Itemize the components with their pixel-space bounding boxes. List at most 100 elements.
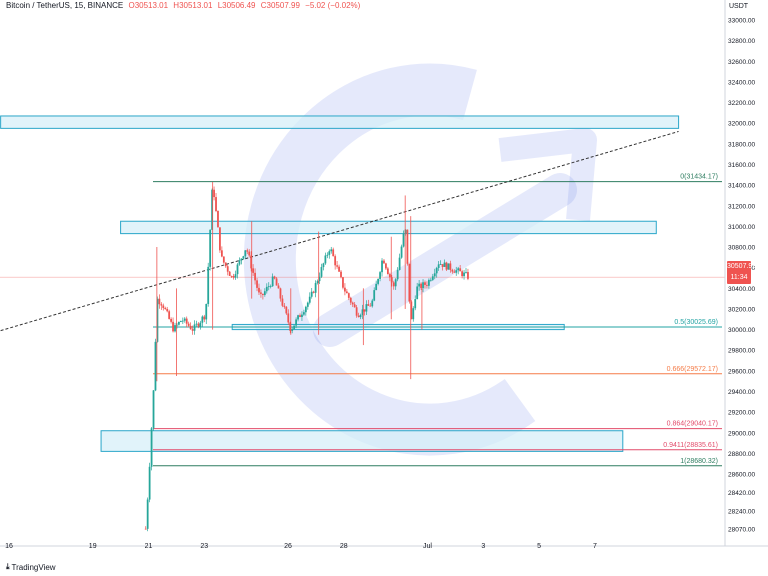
candle-body — [248, 251, 251, 256]
candle-body — [215, 197, 217, 212]
candle-body — [144, 528, 147, 530]
candle-body — [240, 258, 243, 261]
y-tick-label: 28600.00 — [728, 472, 755, 479]
candle-body — [303, 312, 305, 315]
candle-body — [185, 318, 188, 324]
candle-body — [244, 250, 247, 257]
watermark-arrow-head — [498, 128, 597, 222]
candle-body — [174, 325, 176, 332]
symbol-name[interactable]: Bitcoin / TetherUS, 15, BINANCE — [6, 1, 124, 10]
last-price-value: 30507.99 — [727, 263, 757, 270]
watermark-logo — [243, 63, 597, 456]
candle-body — [406, 229, 409, 264]
currency-label: USDT — [729, 3, 749, 10]
candle-body — [328, 251, 331, 255]
x-tick-label: 7 — [593, 543, 597, 550]
x-tick-label: 5 — [537, 543, 541, 550]
ohlc-high: H30513.01 — [173, 1, 213, 10]
candle-body — [338, 266, 340, 272]
candle-body — [310, 291, 313, 297]
candle-body — [398, 257, 401, 270]
candle-body — [367, 304, 370, 306]
candle-body — [347, 293, 350, 298]
time-axis: 16 19 21 23 26 28 Jul 3 5 7 — [5, 543, 597, 550]
candle-body — [203, 316, 206, 320]
candle-body — [301, 314, 303, 318]
fibonacci-retracement: 0(31434.17) 0.5(30025.69) 0.666(29572.17) 0… — [0, 174, 725, 467]
candle-body — [388, 274, 391, 278]
candle-body — [345, 291, 348, 294]
candle-body — [232, 276, 235, 278]
trendline — [0, 130, 679, 332]
candle-body — [447, 263, 450, 270]
candle-body — [359, 315, 362, 318]
x-tick-label: 21 — [145, 543, 153, 550]
candle-body — [326, 254, 329, 256]
candle-body — [320, 267, 323, 277]
candle-body — [445, 262, 448, 270]
candle-body — [299, 315, 301, 318]
candle-body — [260, 292, 262, 294]
candle-body — [222, 256, 225, 263]
candle-body — [191, 329, 194, 331]
candle-body — [316, 281, 319, 284]
candle-body — [199, 322, 202, 327]
y-tick-label: 28070.00 — [728, 526, 755, 533]
candle-body — [181, 320, 184, 322]
x-tick-label: 16 — [5, 543, 13, 550]
candle-body — [183, 318, 186, 321]
candle-body — [275, 278, 278, 286]
candle-body — [170, 318, 172, 322]
candle-body — [281, 298, 284, 306]
fib-level-label: 0.864(29040.17) — [667, 421, 718, 428]
candle-body — [285, 306, 288, 314]
candle-body — [332, 249, 335, 257]
candle-body — [375, 283, 378, 291]
candle-body — [228, 271, 231, 276]
candle-body — [322, 263, 325, 268]
x-tick-label: 23 — [200, 543, 208, 550]
candle-body — [172, 321, 174, 332]
price-zone — [120, 220, 657, 235]
candle-body — [219, 227, 221, 251]
x-tick-label: 19 — [89, 543, 97, 550]
price-zone — [0, 115, 680, 129]
candle-body — [369, 305, 372, 307]
candle-body — [385, 263, 387, 269]
y-tick-label: 30200.00 — [728, 306, 755, 313]
candle-body — [453, 271, 456, 273]
candle-body — [148, 466, 151, 500]
trendline-line — [0, 130, 679, 332]
candle-body — [324, 255, 327, 264]
candle-body — [426, 284, 428, 286]
candle-body — [176, 324, 178, 326]
candle-body — [431, 276, 434, 280]
candle-body — [402, 233, 405, 247]
candle-body — [226, 266, 229, 272]
candle-body — [420, 283, 422, 289]
candle-body — [363, 309, 366, 312]
candle-body — [267, 286, 270, 288]
candle-body — [365, 304, 368, 312]
candle-body — [207, 266, 210, 304]
candle-body — [465, 272, 467, 273]
candle-body — [213, 189, 215, 198]
tradingview-brand[interactable]: ⤓ TradingView — [6, 562, 56, 572]
x-tick-label: 26 — [284, 543, 292, 550]
candle-body — [461, 271, 463, 277]
candle-body — [234, 274, 237, 278]
candle-body — [355, 307, 358, 316]
candle-body — [424, 282, 426, 285]
candle-body — [201, 316, 204, 323]
candle-body — [392, 282, 395, 287]
y-tick-label: 29600.00 — [728, 368, 755, 375]
candle-body — [162, 305, 165, 308]
candle-body — [164, 307, 167, 310]
candle-body — [314, 283, 317, 293]
x-tick-label: Jul — [423, 543, 432, 550]
candle-body — [193, 324, 196, 331]
last-price-tag: 30507.99 11:34 — [727, 261, 757, 284]
candle-body — [230, 275, 233, 277]
candlestick-series — [144, 182, 469, 532]
